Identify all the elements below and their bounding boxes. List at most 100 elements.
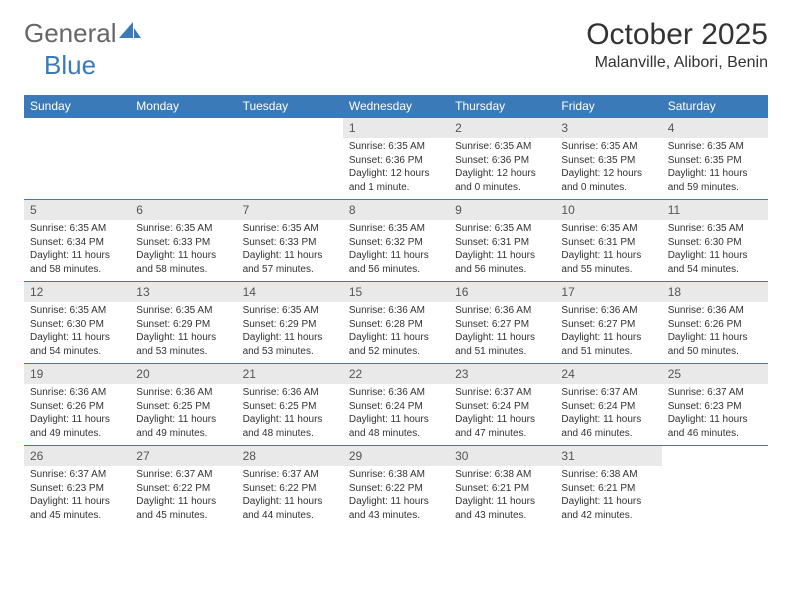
- sunset-text: Sunset: 6:25 PM: [136, 400, 230, 414]
- daylight-text: Daylight: 11 hours and 50 minutes.: [668, 331, 762, 358]
- calendar-cell: 25Sunrise: 6:37 AMSunset: 6:23 PMDayligh…: [662, 363, 768, 445]
- calendar-cell: 7Sunrise: 6:35 AMSunset: 6:33 PMDaylight…: [237, 199, 343, 281]
- day-number: 27: [130, 445, 236, 466]
- day-text: Sunrise: 6:35 AMSunset: 6:30 PMDaylight:…: [24, 302, 130, 362]
- day-text: Sunrise: 6:36 AMSunset: 6:27 PMDaylight:…: [449, 302, 555, 362]
- sunrise-text: Sunrise: 6:35 AM: [136, 304, 230, 318]
- calendar-row: 26Sunrise: 6:37 AMSunset: 6:23 PMDayligh…: [24, 445, 768, 527]
- calendar-cell: 13Sunrise: 6:35 AMSunset: 6:29 PMDayligh…: [130, 281, 236, 363]
- calendar-row: 5Sunrise: 6:35 AMSunset: 6:34 PMDaylight…: [24, 199, 768, 281]
- sunrise-text: Sunrise: 6:35 AM: [455, 140, 549, 154]
- calendar-cell: [130, 117, 236, 199]
- sunrise-text: Sunrise: 6:35 AM: [455, 222, 549, 236]
- daylight-text: Daylight: 11 hours and 45 minutes.: [136, 495, 230, 522]
- calendar-cell: 18Sunrise: 6:36 AMSunset: 6:26 PMDayligh…: [662, 281, 768, 363]
- calendar-cell: 1Sunrise: 6:35 AMSunset: 6:36 PMDaylight…: [343, 117, 449, 199]
- calendar-cell: 29Sunrise: 6:38 AMSunset: 6:22 PMDayligh…: [343, 445, 449, 527]
- sunset-text: Sunset: 6:24 PM: [561, 400, 655, 414]
- day-text: Sunrise: 6:36 AMSunset: 6:25 PMDaylight:…: [130, 384, 236, 444]
- calendar-cell: 10Sunrise: 6:35 AMSunset: 6:31 PMDayligh…: [555, 199, 661, 281]
- sunset-text: Sunset: 6:25 PM: [243, 400, 337, 414]
- calendar-cell: 3Sunrise: 6:35 AMSunset: 6:35 PMDaylight…: [555, 117, 661, 199]
- calendar-cell: 5 Sunrise: 6:35 AMSunset: 6:34 PMDaylight…: [24, 199, 130, 281]
- sunset-text: Sunset: 6:32 PM: [349, 236, 443, 250]
- calendar-cell: 19Sunrise: 6:36 AMSunset: 6:26 PMDayligh…: [24, 363, 130, 445]
- sunset-text: Sunset: 6:35 PM: [668, 154, 762, 168]
- sunrise-text: Sunrise: 6:37 AM: [455, 386, 549, 400]
- daylight-text: Daylight: 12 hours and 1 minute.: [349, 167, 443, 194]
- calendar-cell: 15Sunrise: 6:36 AMSunset: 6:28 PMDayligh…: [343, 281, 449, 363]
- day-number: 18: [662, 281, 768, 302]
- daylight-text: Daylight: 11 hours and 55 minutes.: [561, 249, 655, 276]
- sunrise-text: Sunrise: 6:35 AM: [30, 222, 124, 236]
- daylight-text: Daylight: 11 hours and 51 minutes.: [561, 331, 655, 358]
- sunset-text: Sunset: 6:23 PM: [30, 482, 124, 496]
- weekday-header-row: Sunday Monday Tuesday Wednesday Thursday…: [24, 95, 768, 117]
- daylight-text: Daylight: 11 hours and 54 minutes.: [30, 331, 124, 358]
- day-text: Sunrise: 6:35 AMSunset: 6:35 PMDaylight:…: [555, 138, 661, 198]
- sunset-text: Sunset: 6:31 PM: [561, 236, 655, 250]
- calendar-cell: 8Sunrise: 6:35 AMSunset: 6:32 PMDaylight…: [343, 199, 449, 281]
- daylight-text: Daylight: 12 hours and 0 minutes.: [561, 167, 655, 194]
- logo-text-1: General: [24, 18, 117, 49]
- calendar-cell: 31Sunrise: 6:38 AMSunset: 6:21 PMDayligh…: [555, 445, 661, 527]
- day-number: 4: [662, 117, 768, 138]
- day-number: 5: [24, 199, 130, 220]
- day-number: 12: [24, 281, 130, 302]
- calendar-cell: 24Sunrise: 6:37 AMSunset: 6:24 PMDayligh…: [555, 363, 661, 445]
- sunset-text: Sunset: 6:29 PM: [136, 318, 230, 332]
- sunrise-text: Sunrise: 6:35 AM: [243, 222, 337, 236]
- daylight-text: Daylight: 11 hours and 54 minutes.: [668, 249, 762, 276]
- calendar-cell: 17Sunrise: 6:36 AMSunset: 6:27 PMDayligh…: [555, 281, 661, 363]
- sunset-text: Sunset: 6:22 PM: [243, 482, 337, 496]
- sunrise-text: Sunrise: 6:36 AM: [455, 304, 549, 318]
- sunset-text: Sunset: 6:33 PM: [243, 236, 337, 250]
- daylight-text: Daylight: 11 hours and 46 minutes.: [668, 413, 762, 440]
- calendar-cell: 20Sunrise: 6:36 AMSunset: 6:25 PMDayligh…: [130, 363, 236, 445]
- weekday-header: Sunday: [24, 95, 130, 117]
- sunrise-text: Sunrise: 6:36 AM: [668, 304, 762, 318]
- sunset-text: Sunset: 6:21 PM: [561, 482, 655, 496]
- sunrise-text: Sunrise: 6:36 AM: [243, 386, 337, 400]
- calendar-cell: 21Sunrise: 6:36 AMSunset: 6:25 PMDayligh…: [237, 363, 343, 445]
- sunset-text: Sunset: 6:30 PM: [30, 318, 124, 332]
- day-text: Sunrise: 6:35 AMSunset: 6:32 PMDaylight:…: [343, 220, 449, 280]
- day-text: Sunrise: 6:38 AMSunset: 6:22 PMDaylight:…: [343, 466, 449, 526]
- sunset-text: Sunset: 6:26 PM: [30, 400, 124, 414]
- day-text: Sunrise: 6:35 AMSunset: 6:36 PMDaylight:…: [343, 138, 449, 198]
- sunrise-text: Sunrise: 6:36 AM: [136, 386, 230, 400]
- day-number: 24: [555, 363, 661, 384]
- sunset-text: Sunset: 6:26 PM: [668, 318, 762, 332]
- page: General October 2025 Malanville, Alibori…: [0, 0, 792, 545]
- day-number: 7: [237, 199, 343, 220]
- sunset-text: Sunset: 6:35 PM: [561, 154, 655, 168]
- calendar-cell: 22Sunrise: 6:36 AMSunset: 6:24 PMDayligh…: [343, 363, 449, 445]
- day-number: 19: [24, 363, 130, 384]
- day-text: Sunrise: 6:38 AMSunset: 6:21 PMDaylight:…: [449, 466, 555, 526]
- daylight-text: Daylight: 11 hours and 58 minutes.: [136, 249, 230, 276]
- sunrise-text: Sunrise: 6:35 AM: [349, 222, 443, 236]
- day-text: Sunrise: 6:36 AMSunset: 6:26 PMDaylight:…: [662, 302, 768, 362]
- day-number: [130, 117, 236, 138]
- day-number: 30: [449, 445, 555, 466]
- logo-text-2: Blue: [44, 50, 96, 81]
- calendar-cell: 4Sunrise: 6:35 AMSunset: 6:35 PMDaylight…: [662, 117, 768, 199]
- day-number: 31: [555, 445, 661, 466]
- day-text: Sunrise: 6:36 AMSunset: 6:26 PMDaylight:…: [24, 384, 130, 444]
- day-number: 6: [130, 199, 236, 220]
- day-number: 29: [343, 445, 449, 466]
- sunrise-text: Sunrise: 6:38 AM: [561, 468, 655, 482]
- sunrise-text: Sunrise: 6:35 AM: [561, 140, 655, 154]
- day-text: Sunrise: 6:35 AMSunset: 6:33 PMDaylight:…: [237, 220, 343, 280]
- sunset-text: Sunset: 6:21 PM: [455, 482, 549, 496]
- sunset-text: Sunset: 6:33 PM: [136, 236, 230, 250]
- calendar-row: 12Sunrise: 6:35 AMSunset: 6:30 PMDayligh…: [24, 281, 768, 363]
- calendar-cell: [24, 117, 130, 199]
- day-number: 15: [343, 281, 449, 302]
- daylight-text: Daylight: 11 hours and 43 minutes.: [349, 495, 443, 522]
- sunrise-text: Sunrise: 6:37 AM: [561, 386, 655, 400]
- sunset-text: Sunset: 6:34 PM: [30, 236, 124, 250]
- day-number: 26: [24, 445, 130, 466]
- daylight-text: Daylight: 11 hours and 58 minutes.: [30, 249, 124, 276]
- day-text: Sunrise: 6:35 AMSunset: 6:36 PMDaylight:…: [449, 138, 555, 198]
